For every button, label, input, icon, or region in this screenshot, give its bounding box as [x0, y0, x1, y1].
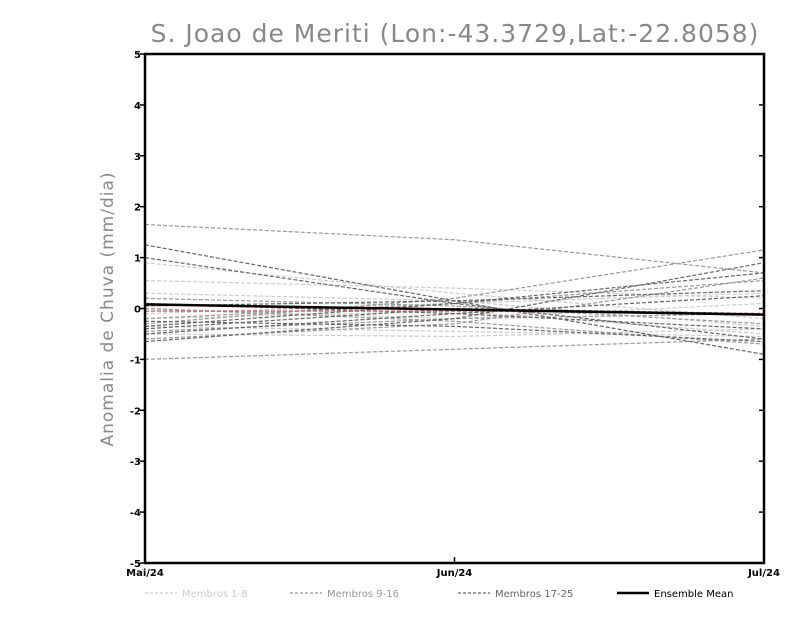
legend-label: Membros 17-25 [495, 589, 573, 600]
y-tick-label: 0 [134, 305, 141, 316]
series-line-m17 [144, 244, 765, 355]
y-tick-label: -1 [130, 355, 141, 366]
series-line-m24 [144, 290, 765, 307]
legend-label: Membros 1-8 [182, 589, 248, 600]
legend-label: Ensemble Mean [654, 589, 733, 600]
y-tick-label: 1 [134, 254, 141, 265]
series-layer [144, 223, 765, 360]
series-line-m19 [144, 262, 765, 343]
series-line-m22 [144, 295, 765, 335]
y-tick-label: -3 [130, 457, 141, 468]
x-tick-label: Mai/24 [126, 568, 164, 579]
y-tick-label: 3 [134, 152, 141, 163]
x-tick-label: Jun/24 [436, 568, 473, 579]
y-tick-label: -4 [130, 508, 141, 519]
legend: Membros 1-8 Membros 9-16 Membros 17-25 Ense… [145, 589, 733, 600]
chart-title: S. Joao de Meriti (Lon:-43.3729,Lat:-22.… [151, 19, 760, 48]
series-line-m20 [144, 272, 765, 327]
series-line-m8 [144, 325, 765, 338]
y-axis-label: Anomalia de Chuva (mm/dia) [98, 171, 118, 446]
y-tick-label: 5 [134, 50, 141, 61]
ensemble-mean-line [144, 303, 765, 316]
series-line-m10 [144, 338, 765, 360]
y-tick-label: 2 [134, 203, 141, 214]
plot-frame [143, 52, 766, 565]
x-tick-label: Jul/24 [747, 568, 780, 579]
series-line-m1 [144, 279, 765, 299]
series-line-m4 [144, 328, 765, 338]
series-line-m9 [144, 223, 765, 274]
legend-label: Membros 9-16 [327, 589, 399, 600]
series-line-m11 [144, 249, 765, 325]
series-line-m18 [144, 257, 765, 340]
y-tick-label: 4 [134, 101, 141, 112]
series-line-m12 [144, 297, 765, 325]
y-tick-label: -2 [130, 406, 141, 417]
series-line-m23 [144, 320, 765, 343]
series-line-red-member [145, 310, 765, 315]
y-tick-label: -5 [130, 559, 141, 570]
